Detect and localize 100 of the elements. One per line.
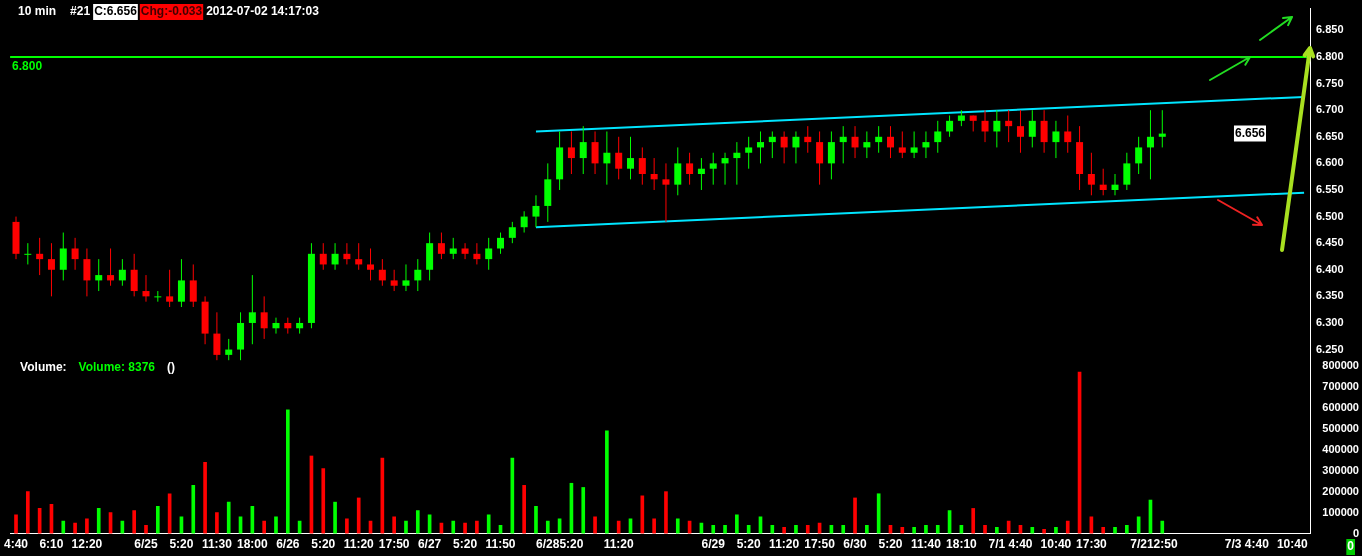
candlestick bbox=[638, 146, 646, 186]
x-tick-label: 11:20 bbox=[343, 537, 375, 552]
bar bbox=[274, 516, 278, 534]
candlestick bbox=[508, 221, 516, 244]
candlestick bbox=[107, 247, 115, 287]
candlestick bbox=[213, 311, 221, 361]
bar bbox=[664, 491, 668, 534]
candlestick bbox=[591, 130, 599, 175]
y2-tick-label: 800000 bbox=[1322, 358, 1359, 371]
bar bbox=[356, 497, 361, 534]
y-tick-label: 6.600 bbox=[1316, 156, 1344, 169]
bar bbox=[522, 485, 526, 534]
y-tick-label: 6.500 bbox=[1316, 209, 1344, 222]
candlestick bbox=[993, 109, 1001, 148]
bar bbox=[203, 461, 207, 534]
bar bbox=[333, 501, 337, 534]
candlestick bbox=[378, 258, 386, 287]
candlestick bbox=[1123, 152, 1131, 191]
candlestick bbox=[780, 130, 788, 164]
candlestick bbox=[745, 136, 753, 170]
x-tick-label: 7/3 bbox=[1224, 537, 1242, 552]
annotation: C:6.656 bbox=[94, 4, 138, 19]
annotation: #21 bbox=[70, 4, 91, 19]
candlestick bbox=[154, 290, 162, 303]
y2-tick-label: 200000 bbox=[1322, 484, 1359, 497]
y2-tick-label: 500000 bbox=[1322, 421, 1359, 434]
candlestick bbox=[1158, 109, 1166, 148]
x-tick-label: 6/27 bbox=[417, 537, 442, 552]
candlestick bbox=[757, 130, 764, 164]
y-tick-label: 6.250 bbox=[1316, 342, 1344, 355]
candlestick bbox=[1146, 109, 1154, 180]
candlestick bbox=[248, 274, 256, 345]
candlestick bbox=[59, 232, 67, 281]
y-tick-label: 6.450 bbox=[1316, 236, 1344, 249]
candlestick bbox=[520, 210, 528, 234]
candlestick bbox=[733, 141, 741, 186]
bar bbox=[14, 514, 18, 534]
bar bbox=[735, 514, 739, 534]
x-tick-label: 6/25 bbox=[134, 537, 158, 552]
candlestick bbox=[83, 247, 91, 297]
candlestick bbox=[118, 258, 126, 287]
bar bbox=[392, 516, 396, 534]
bar bbox=[1160, 520, 1165, 534]
bar bbox=[675, 518, 680, 534]
candlestick bbox=[898, 130, 906, 159]
bar bbox=[475, 520, 479, 534]
bar bbox=[605, 430, 609, 534]
candlestick bbox=[1064, 115, 1072, 154]
annotation: Chg:-0.033 bbox=[140, 4, 203, 19]
x-tick-label: 6/26 bbox=[276, 537, 300, 552]
candlestick bbox=[402, 263, 410, 292]
bar bbox=[415, 510, 420, 534]
y-tick-label: 6.750 bbox=[1316, 76, 1344, 89]
y-tick-label: 6.700 bbox=[1316, 103, 1344, 116]
annotation: Volume: 8376 bbox=[78, 360, 156, 375]
candlestick bbox=[1099, 168, 1107, 196]
candlestick bbox=[910, 130, 918, 159]
bar bbox=[1054, 526, 1058, 534]
y-tick-label: 6.400 bbox=[1316, 262, 1344, 275]
bar bbox=[463, 522, 467, 534]
bar bbox=[935, 524, 940, 534]
bar bbox=[616, 520, 621, 534]
bar bbox=[451, 520, 456, 534]
bar bbox=[581, 487, 586, 534]
x-tick-label: 10:40 bbox=[1040, 537, 1072, 552]
bar bbox=[191, 485, 196, 534]
x-tick-label: 5:20 bbox=[878, 537, 903, 552]
bar bbox=[924, 524, 928, 534]
bar bbox=[805, 524, 810, 534]
bar bbox=[262, 520, 266, 534]
x-tick-label: 5:20 bbox=[453, 537, 478, 552]
bar bbox=[723, 524, 727, 534]
bar bbox=[912, 526, 916, 534]
candlestick bbox=[449, 237, 457, 260]
candlestick bbox=[863, 130, 871, 159]
bar bbox=[144, 524, 148, 534]
candlestick bbox=[71, 237, 79, 271]
y-tick-label: 6.650 bbox=[1316, 129, 1344, 142]
bar bbox=[770, 524, 775, 534]
y-tick-label: 6.350 bbox=[1316, 289, 1344, 302]
candlestick bbox=[1016, 109, 1024, 154]
bar bbox=[876, 493, 881, 534]
candlestick bbox=[839, 125, 847, 164]
x-tick-label: 17:50 bbox=[804, 537, 836, 552]
candlestick bbox=[875, 125, 883, 154]
y2-tick-label: 600000 bbox=[1322, 400, 1359, 413]
x-tick-label: 5:20 bbox=[311, 537, 336, 552]
candlestick bbox=[1040, 109, 1048, 154]
bar bbox=[486, 514, 491, 534]
candlestick bbox=[804, 125, 812, 154]
bar bbox=[841, 524, 846, 534]
candlestick bbox=[686, 152, 694, 186]
candlestick bbox=[922, 130, 930, 159]
y2-tick-label: 700000 bbox=[1322, 379, 1359, 392]
y2-tick-label: 100000 bbox=[1322, 505, 1359, 518]
x-tick-label: 4:40 bbox=[1244, 537, 1270, 552]
candlestick bbox=[390, 269, 398, 292]
bar bbox=[900, 526, 905, 534]
candlestick bbox=[981, 109, 989, 143]
bar bbox=[983, 524, 987, 534]
